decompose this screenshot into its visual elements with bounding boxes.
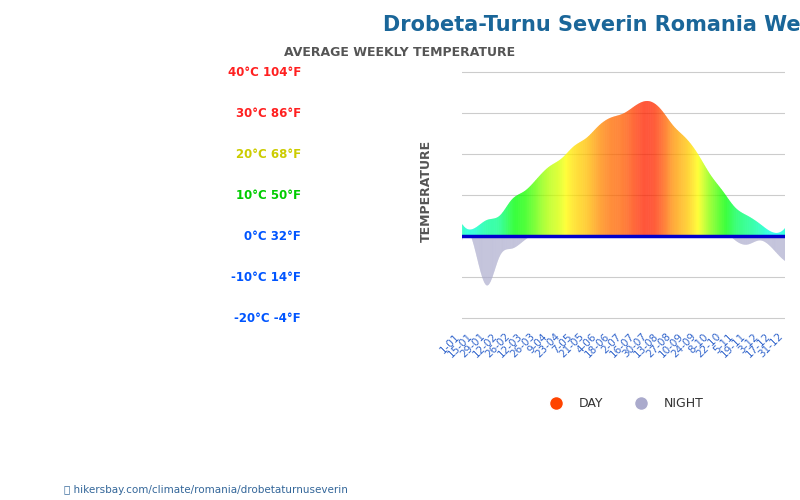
Text: -10°C 14°F: -10°C 14°F [231,271,301,284]
Text: 20°C 68°F: 20°C 68°F [236,148,301,161]
Title: Drobeta-Turnu Severin Romania Weather: Drobeta-Turnu Severin Romania Weather [383,15,800,35]
Text: TEMPERATURE: TEMPERATURE [420,140,434,242]
Legend: DAY, NIGHT: DAY, NIGHT [539,392,708,415]
Text: 40°C 104°F: 40°C 104°F [228,66,301,79]
Text: -20°C -4°F: -20°C -4°F [234,312,301,325]
Text: 10°C 50°F: 10°C 50°F [236,189,301,202]
Text: 30°C 86°F: 30°C 86°F [236,107,301,120]
Text: 0°C 32°F: 0°C 32°F [244,230,301,243]
Text: AVERAGE WEEKLY TEMPERATURE: AVERAGE WEEKLY TEMPERATURE [285,46,515,59]
Text: 🌐 hikersbay.com/climate/romania/drobetaturnuseverin: 🌐 hikersbay.com/climate/romania/drobetat… [64,485,348,495]
